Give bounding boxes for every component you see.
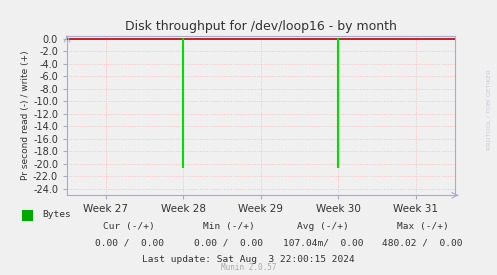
Text: RRDTOOL / TOBI OETIKER: RRDTOOL / TOBI OETIKER: [486, 70, 491, 150]
Text: Bytes: Bytes: [42, 210, 71, 219]
Title: Disk throughput for /dev/loop16 - by month: Disk throughput for /dev/loop16 - by mon…: [125, 20, 397, 33]
Text: Last update: Sat Aug  3 22:00:15 2024: Last update: Sat Aug 3 22:00:15 2024: [142, 255, 355, 264]
Text: 0.00 /  0.00: 0.00 / 0.00: [95, 239, 164, 248]
Text: Min (-/+): Min (-/+): [203, 222, 254, 231]
Text: Max (-/+): Max (-/+): [397, 222, 448, 231]
Text: Avg (-/+): Avg (-/+): [297, 222, 349, 231]
Text: Cur (-/+): Cur (-/+): [103, 222, 155, 231]
Y-axis label: Pr second read (-) / write (+): Pr second read (-) / write (+): [21, 51, 30, 180]
Text: 0.00 /  0.00: 0.00 / 0.00: [194, 239, 263, 248]
Text: 480.02 /  0.00: 480.02 / 0.00: [382, 239, 463, 248]
Text: Munin 2.0.57: Munin 2.0.57: [221, 263, 276, 272]
Text: 107.04m/  0.00: 107.04m/ 0.00: [283, 239, 363, 248]
